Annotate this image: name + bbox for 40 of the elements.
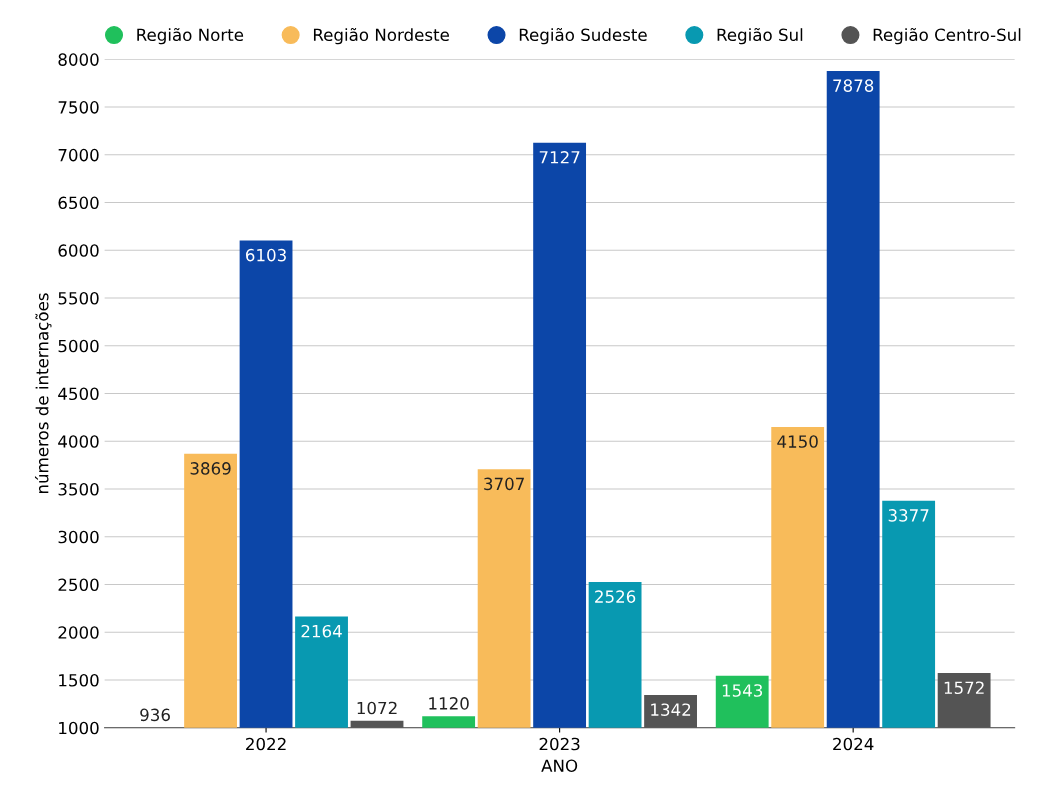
- y-axis-title: números de internações: [34, 293, 52, 494]
- data-label: 7127: [539, 151, 580, 164]
- data-label: 3869: [190, 462, 231, 475]
- data-label: 7878: [833, 79, 874, 92]
- y-tick-label: 4500: [58, 387, 99, 401]
- legend-label: Região Sul: [717, 27, 803, 45]
- data-label: 3707: [484, 477, 524, 491]
- x-axis-title: ANO: [541, 759, 578, 773]
- data-label: 4150: [777, 435, 818, 448]
- y-tick-label: 4000: [58, 435, 99, 448]
- y-tick-label: 2500: [58, 578, 99, 592]
- y-tick-label: 5000: [58, 339, 99, 353]
- data-label: 3377: [888, 509, 929, 522]
- y-tick-label: 8000: [58, 53, 99, 66]
- data-label: 2526: [595, 590, 636, 603]
- data-label: 1120: [429, 697, 469, 710]
- data-label: 1572: [944, 681, 984, 695]
- y-tick-label: 1500: [59, 673, 99, 687]
- data-label: 1543: [722, 684, 763, 697]
- data-label: 6103: [246, 248, 286, 262]
- data-label: 2164: [301, 624, 342, 638]
- y-tick-label: 2000: [58, 626, 99, 639]
- legend-label: Região Sudeste: [519, 27, 647, 45]
- x-tick-label: 2024: [833, 737, 874, 751]
- annotation: 936: [140, 708, 170, 722]
- legend-label: Região Centro-Sul: [873, 27, 1021, 45]
- legend-label: Região Norte: [137, 27, 244, 45]
- data-label: 1342: [651, 703, 691, 716]
- x-tick-label: 2022: [246, 737, 286, 751]
- y-tick-label: 7500: [58, 101, 99, 114]
- y-tick-label: 3500: [58, 482, 99, 496]
- y-tick-label: 6500: [58, 196, 99, 210]
- y-tick-label: 6000: [58, 244, 99, 257]
- y-tick-label: 1000: [59, 721, 99, 735]
- y-tick-label: 3000: [58, 530, 99, 544]
- y-tick-label: 5500: [58, 292, 99, 305]
- y-tick-label: 7000: [58, 148, 99, 162]
- legend-label: Região Nordeste: [313, 27, 449, 45]
- data-label: 1072: [357, 701, 397, 715]
- x-tick-label: 2023: [539, 737, 580, 751]
